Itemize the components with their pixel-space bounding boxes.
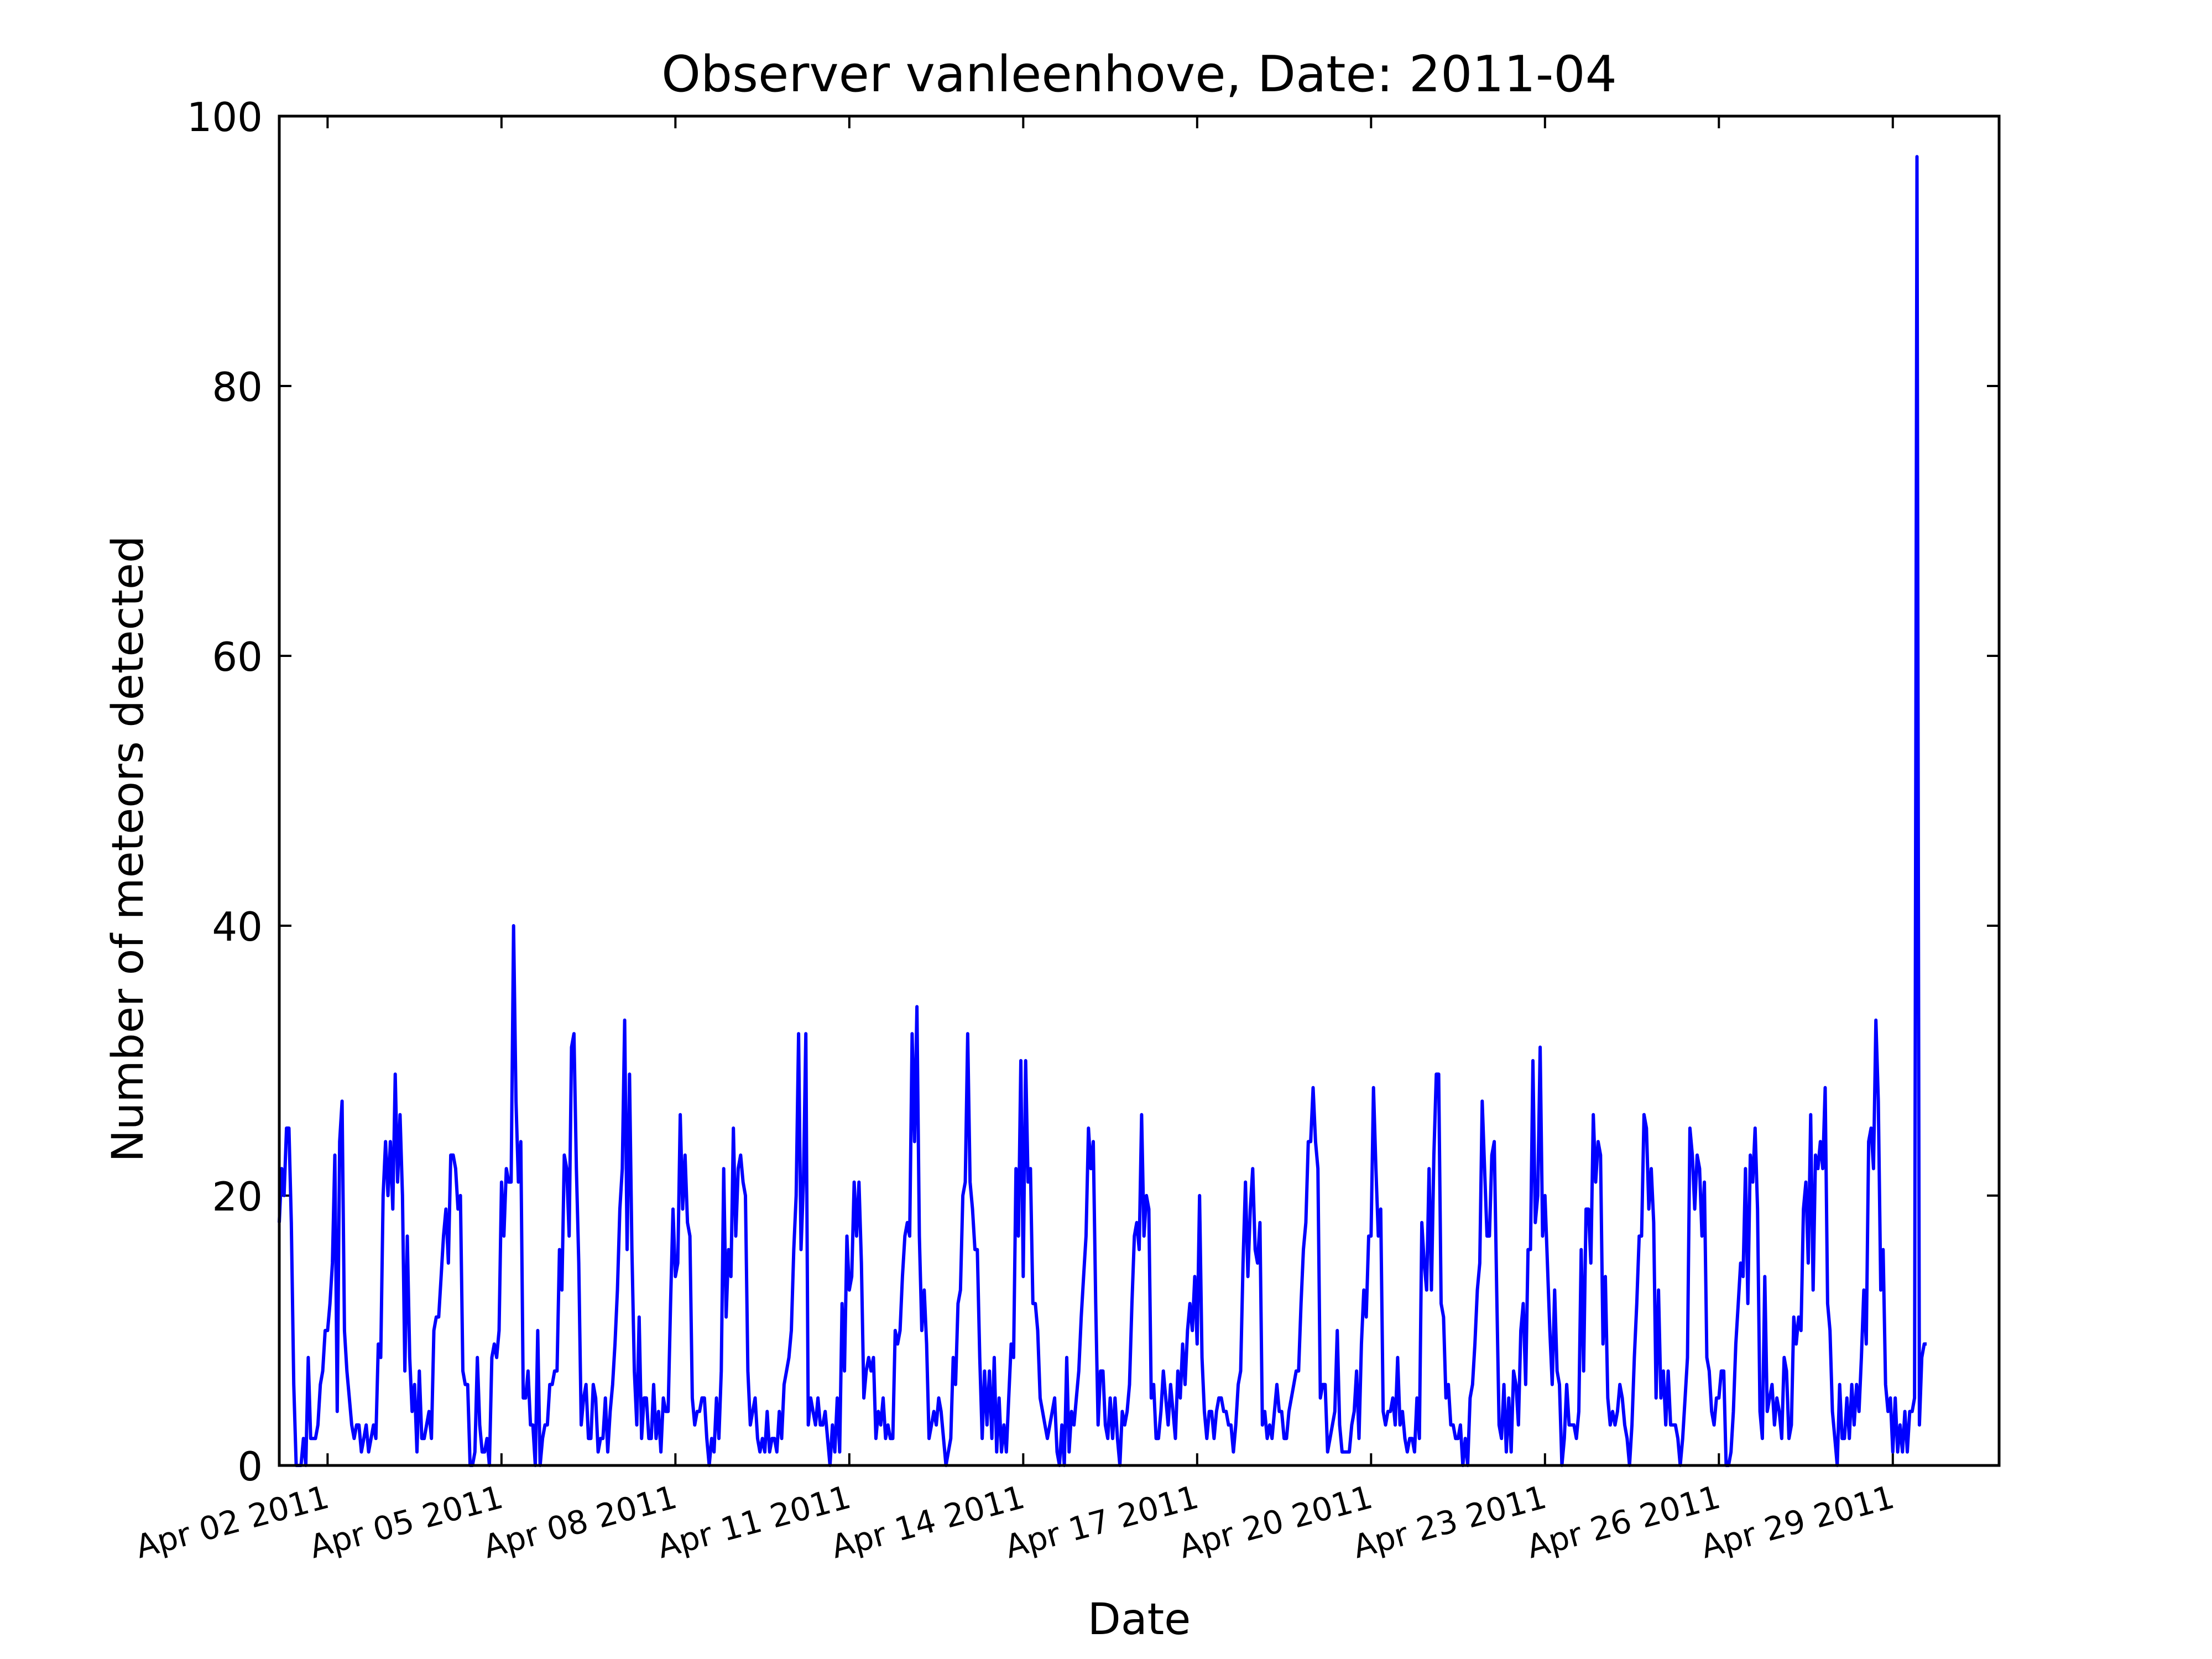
y-tick-label: 0 <box>237 1443 263 1490</box>
series-line <box>278 155 1927 1467</box>
chart-title: Observer vanleenhove, Date: 2011-04 <box>661 45 1617 103</box>
y-tick-label: 80 <box>212 364 263 410</box>
y-tick-label: 60 <box>212 634 263 680</box>
y-tick-label: 20 <box>212 1173 263 1220</box>
y-axis-ticks: 0 20 40 60 80 100 <box>187 94 1999 1490</box>
x-axis-label: Date <box>1088 1595 1191 1645</box>
plot-frame <box>278 114 2001 1467</box>
y-tick-label: 100 <box>187 94 263 140</box>
y-tick-label: 40 <box>212 904 263 950</box>
y-axis-label: Number of meteors detected <box>103 536 153 1162</box>
